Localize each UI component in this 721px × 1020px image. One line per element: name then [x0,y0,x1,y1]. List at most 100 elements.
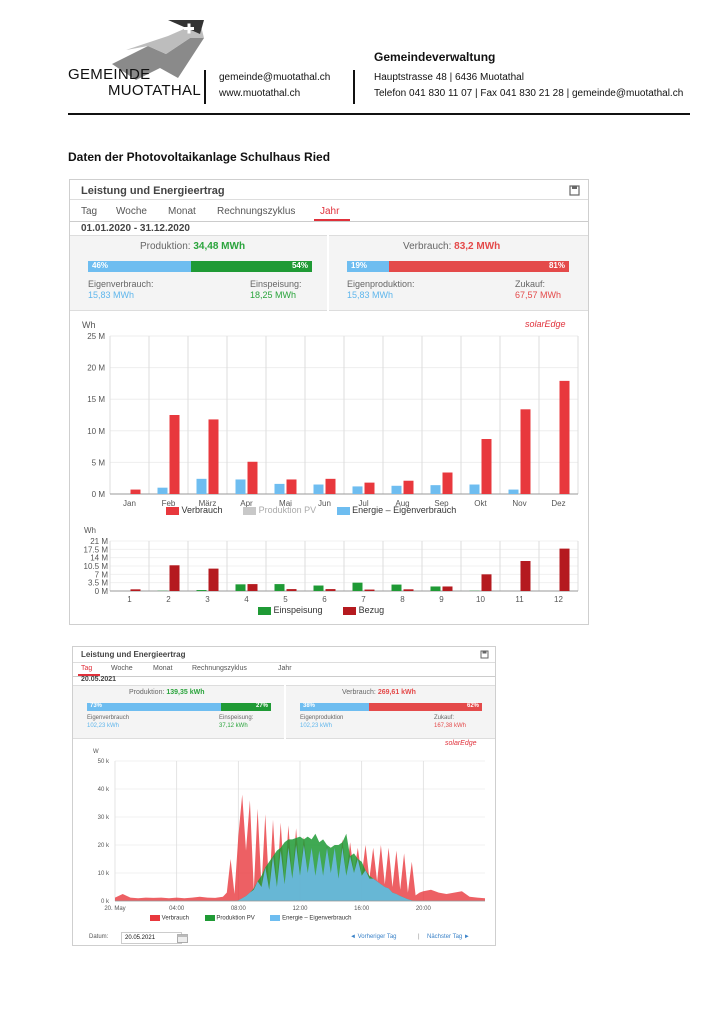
production-eigenverbrauch-fill [88,261,192,272]
x-tick-label: 7 [361,595,366,604]
cons-left-pct: 38% [303,703,316,709]
cons-right-pct: 62% [466,703,479,709]
consumption-split-bar: 19% 81% [347,261,569,272]
x-tick-label: 20:00 [416,906,432,912]
bar-bezug [481,574,492,591]
eigenproduktion-label: Eigenproduktion: [347,279,415,289]
x-tick-label: Dez [551,499,565,508]
x-tick-label: Sep [434,499,449,508]
bar-eigenverbrauch [469,484,480,494]
bar-verbrauch [325,478,336,494]
y-tick-label: 20 M [87,364,105,373]
chart2-legend: Einspeisung Bezug [258,605,384,615]
bar-bezug [520,561,531,591]
monthly-feedin-chart: Wh0 M3.5 M7 M10.5 M14 M17.5 M21 M1 2 3 4 5 6 7… [84,526,579,604]
tab-rechnungszyklus[interactable]: Rechnungszyklus [192,665,247,672]
bar-verbrauch [403,480,414,494]
year-energy-panel: Leistung und Energieertrag Tag Woche Mon… [69,179,589,625]
eigenproduktion-value: 102,23 kWh [300,723,333,729]
calendar-icon[interactable] [177,933,188,943]
x-tick-label: 2 [166,595,171,604]
x-tick-label: Feb [162,499,176,508]
production-label: Produktion: [129,689,165,696]
y-tick-label: 10 M [87,427,105,436]
legend-eigenverbrauch: Energie – Eigenverbrauch [352,505,457,515]
consumption-value: 269,61 kWh [377,689,416,696]
municipality-logo [112,20,204,80]
tab-jahr[interactable]: Jahr [278,665,292,672]
tab-rechnungszyklus[interactable]: Rechnungszyklus [217,206,296,217]
prev-day-link[interactable]: ◄ Vorheriger Tag [350,934,397,940]
bar-einspeisung [352,582,363,591]
production-value: 34,48 MWh [193,241,246,252]
x-tick-label: 8 [400,595,405,604]
bar-einspeisung [430,586,441,591]
y-axis-unit: Wh [82,320,96,330]
prod-right-pct: 27% [255,703,268,709]
bar-eigenverbrauch [508,489,519,494]
x-tick-label: Jul [358,499,368,508]
production-split-bar: 73% 27% [87,703,271,711]
prod-left-pct: 46% [92,261,109,270]
legend-eigenverbrauch: Energie – Eigenverbrauch [282,915,352,922]
eigenverbrauch-value: 15,83 MWh [88,290,135,300]
production-label: Produktion: [140,241,191,252]
zukauf-label: Zukauf: [515,279,546,289]
y-axis-unit: Wh [84,526,96,535]
x-tick-label: Jan [123,499,136,508]
legend-produktion-pv: Produktion PV [258,505,317,515]
legend-einspeisung: Einspeisung [273,605,323,615]
einspeisung-value: 18,25 MWh [250,290,297,300]
daily-power-chart: W 0 k 10 k 20 k 30 k 40 k 50 k 20. May 04:00 08:0… [93,749,485,912]
x-tick-label: 12:00 [292,906,308,912]
day-energy-panel: Leistung und Energieertrag Tag Woche Mon… [72,646,496,946]
bar-bezug [247,584,258,591]
x-tick-label: 04:00 [169,906,185,912]
date-range: 01.01.2020 - 31.12.2020 [81,223,190,234]
export-icon[interactable] [480,650,489,659]
chart3-legend: Verbrauch Produktion PV Energie – Eigenv… [150,915,351,922]
consumption-label: Verbrauch: [403,241,452,252]
email-link[interactable]: gemeinde@muotathal.ch [219,72,331,83]
bar-bezug [169,565,180,591]
next-day-link[interactable]: Nächster Tag ► [427,934,470,940]
y-tick-label: 20 k [98,843,110,849]
panel-title: Leistung und Energieertrag [81,185,225,197]
production-summary: Produktion: 139,35 kWh 73% 27% Eigenverb… [73,685,284,739]
export-icon[interactable] [569,185,580,196]
zukauf-label: Zukauf: [434,715,455,721]
x-tick-label: 6 [322,595,327,604]
panel2-date: 20.05.2021 [81,676,117,683]
y-axis-unit: W [93,749,99,755]
x-tick-label: 20. May [104,906,125,912]
tab-woche[interactable]: Woche [116,206,147,217]
x-tick-label: 9 [439,595,444,604]
tab-jahr[interactable]: Jahr [320,206,340,217]
cons-right-pct: 81% [548,261,565,270]
tab-tag[interactable]: Tag [81,206,98,217]
panel2-title: Leistung und Energieertrag [81,650,186,659]
bar-bezug [364,589,375,591]
y-tick-label: 7 M [95,570,109,579]
bar-verbrauch [286,479,297,494]
date-input[interactable]: 20.05.2021 [121,932,182,944]
eigenverbrauch-value: 102,23 kWh [87,723,120,729]
y-tick-label: 5 M [92,458,106,467]
consumption-label: Verbrauch: [342,689,376,696]
consumption-split-bar: 38% 62% [300,703,482,711]
zukauf-value: 67,57 MWh [515,290,562,300]
bar-einspeisung [274,584,285,591]
x-tick-label: Jun [318,499,331,508]
tab-monat[interactable]: Monat [168,206,196,217]
website-link[interactable]: www.muotathal.ch [219,88,301,99]
y-tick-label: 30 k [98,815,110,821]
production-value: 139,35 kWh [166,689,205,696]
tab-woche[interactable]: Woche [111,665,133,672]
x-tick-label: Aug [395,499,409,508]
y-tick-label: 50 k [98,759,110,765]
document-title: Daten der Photovoltaikanlage Schulhaus R… [68,150,331,164]
y-tick-label: 21 M [90,537,108,546]
tab-tag[interactable]: Tag [81,665,93,672]
bar-verbrauch [208,419,219,494]
tab-monat[interactable]: Monat [153,665,173,672]
